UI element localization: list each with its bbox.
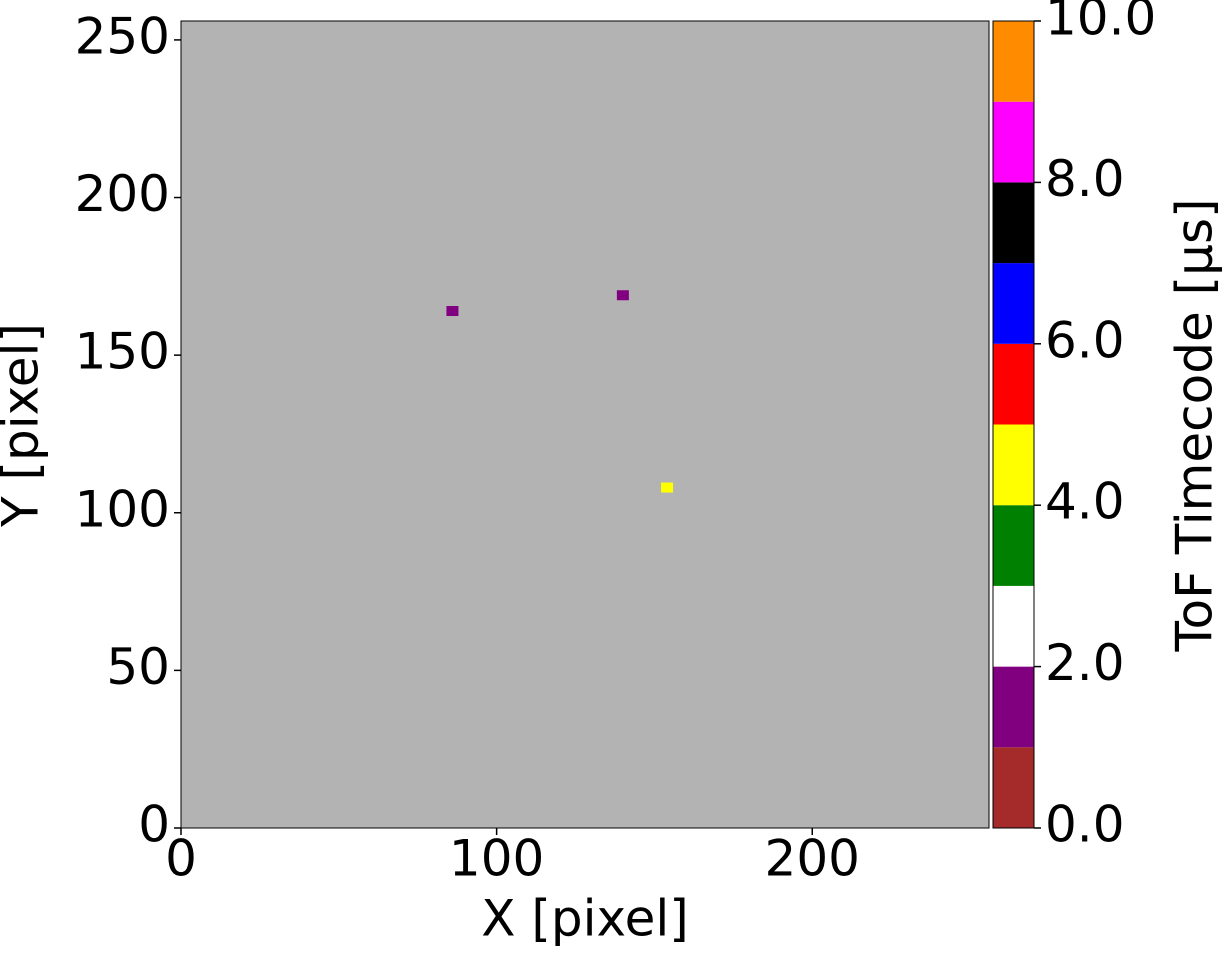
colorbar-segment <box>993 666 1034 748</box>
colorbar-tick-label: 4.0 <box>1045 473 1125 531</box>
hit-point <box>446 306 459 317</box>
y-tick-label: 50 <box>106 638 170 696</box>
y-tick-label: 150 <box>75 323 170 381</box>
colorbar-tick-label: 2.0 <box>1045 634 1125 692</box>
colorbar-segment <box>993 424 1034 506</box>
colorbar-segment <box>993 263 1034 344</box>
colorbar-segment <box>993 101 1034 183</box>
colorbar-segment <box>993 585 1034 667</box>
y-tick-label: 250 <box>75 7 170 65</box>
colorbar-tick-label: 10.0 <box>1045 0 1156 47</box>
colorbar-segment <box>993 747 1034 828</box>
colorbar-label: ToF Timecode [µs] <box>1166 198 1224 652</box>
y-tick-label: 100 <box>75 480 170 538</box>
y-tick-label: 0 <box>138 796 170 854</box>
plot-background <box>181 21 989 828</box>
colorbar-segment <box>993 343 1034 425</box>
y-tick-label: 200 <box>75 165 170 223</box>
colorbar-segment <box>993 505 1034 586</box>
colorbar-frame <box>992 20 1035 829</box>
colorbar-tick-label: 6.0 <box>1045 311 1125 369</box>
x-tick-label: 100 <box>449 830 544 888</box>
x-tick-label: 200 <box>765 830 860 888</box>
x-tick-label: 0 <box>165 830 197 888</box>
y-axis-label: Y [pixel] <box>0 323 50 528</box>
hit-point <box>616 290 629 301</box>
colorbar-segment <box>993 182 1034 264</box>
plot-frame <box>180 20 990 829</box>
colorbar-tick-label: 0.0 <box>1045 796 1125 854</box>
colorbar-segment <box>993 21 1034 102</box>
colorbar-tick-label: 8.0 <box>1045 150 1125 208</box>
hit-point <box>661 482 674 493</box>
x-axis-label: X [pixel] <box>481 890 689 948</box>
